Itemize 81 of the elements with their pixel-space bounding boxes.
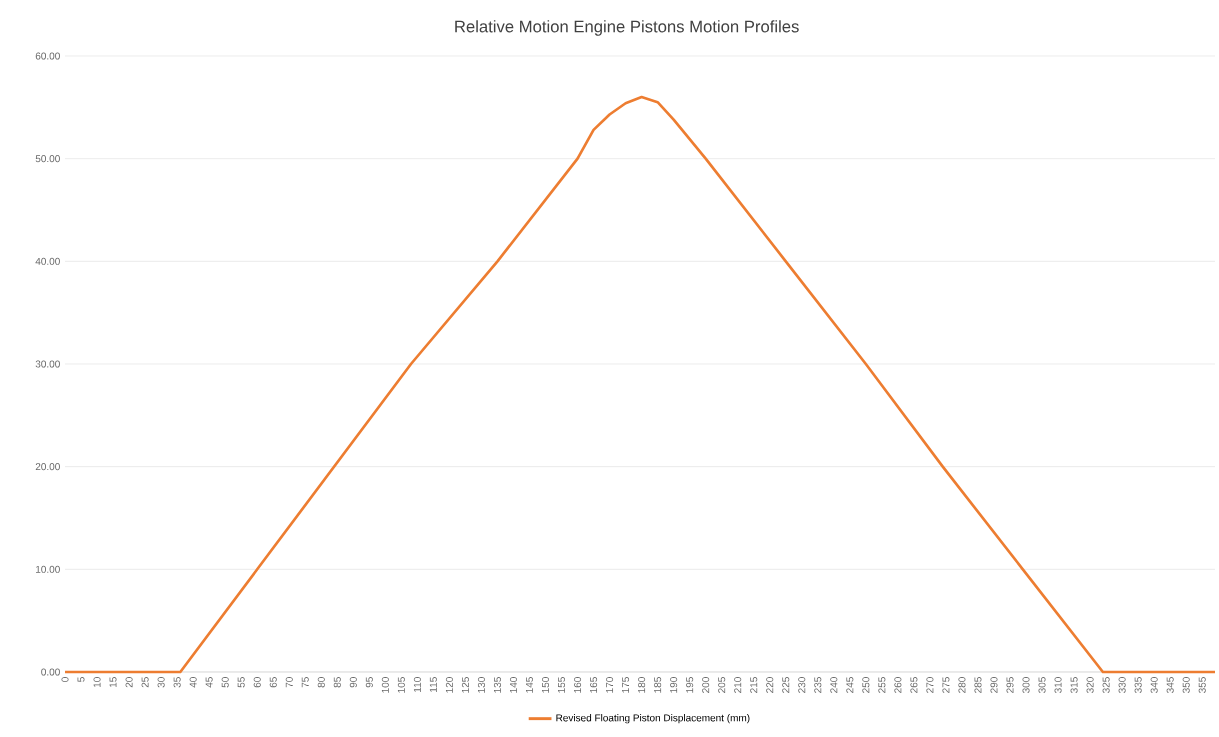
x-tick-label: 295 — [1006, 677, 1014, 693]
x-tick-label: 180 — [638, 677, 646, 693]
x-tick-label: 40 — [189, 677, 197, 688]
x-tick-label: 55 — [237, 677, 245, 688]
x-tick-label: 120 — [445, 677, 453, 693]
y-tick-label: 40.00 — [35, 257, 60, 265]
x-tick-label: 315 — [1070, 677, 1078, 693]
x-tick-label: 275 — [942, 677, 950, 693]
x-tick-label: 320 — [1086, 677, 1094, 693]
x-tick-label: 230 — [798, 677, 806, 693]
x-tick-label: 260 — [894, 677, 902, 693]
x-tick-label: 65 — [269, 677, 277, 688]
x-tick-label: 235 — [814, 677, 822, 693]
x-tick-label: 95 — [365, 677, 373, 688]
x-tick-label: 10 — [93, 677, 101, 688]
x-tick-label: 20 — [125, 677, 133, 688]
x-tick-label: 160 — [574, 677, 582, 693]
x-tick-label: 15 — [109, 677, 117, 688]
x-tick-label: 185 — [654, 677, 662, 693]
x-tick-label: 45 — [205, 677, 213, 688]
x-tick-label: 155 — [558, 677, 566, 693]
x-tick-label: 130 — [477, 677, 485, 693]
x-tick-label: 170 — [606, 677, 614, 693]
x-tick-label: 145 — [526, 677, 533, 693]
x-tick-label: 215 — [750, 677, 758, 693]
x-tick-label: 205 — [718, 677, 726, 693]
x-tick-label: 195 — [686, 677, 694, 693]
x-tick-label: 300 — [1022, 677, 1030, 693]
y-tick-label: 60.00 — [35, 52, 60, 60]
x-tick-label: 140 — [509, 677, 518, 693]
x-tick-label: 0 — [61, 677, 69, 682]
x-tick-label: 265 — [910, 677, 918, 693]
x-tick-label: 85 — [333, 677, 341, 688]
x-tick-label: 110 — [413, 677, 421, 692]
x-tick-label: 280 — [958, 677, 966, 693]
x-tick-label: 190 — [670, 677, 678, 693]
x-tick-label: 210 — [734, 677, 742, 693]
x-tick-label: 350 — [1182, 677, 1190, 693]
x-tick-label: 75 — [301, 677, 309, 688]
y-tick-label: 10.00 — [36, 565, 60, 573]
x-tick-label: 50 — [221, 677, 229, 688]
y-tick-label: 0.00 — [41, 668, 60, 676]
x-tick-label: 165 — [590, 677, 598, 693]
x-tick-label: 150 — [541, 677, 550, 693]
x-tick-label: 200 — [702, 677, 710, 693]
x-tick-label: 355 — [1198, 677, 1206, 693]
y-tick-label: 20.00 — [35, 463, 60, 471]
x-tick-label: 250 — [862, 677, 870, 693]
x-tick-label: 135 — [493, 677, 502, 693]
x-tick-label: 255 — [878, 677, 886, 693]
x-tick-label: 90 — [349, 677, 357, 688]
x-tick-label: 245 — [846, 677, 854, 693]
chart-title: Relative Motion Engine Pistons Motion Profiles — [455, 20, 799, 36]
x-tick-label: 310 — [1054, 677, 1062, 693]
y-tick-label: 50.00 — [35, 155, 60, 163]
x-tick-label: 270 — [926, 677, 934, 693]
x-tick-label: 70 — [285, 677, 293, 688]
x-tick-label: 345 — [1166, 677, 1174, 693]
x-tick-label: 335 — [1134, 677, 1142, 693]
y-tick-label: 30.00 — [35, 360, 60, 368]
x-tick-label: 25 — [141, 677, 149, 688]
x-tick-label: 225 — [782, 677, 790, 693]
x-tick-label: 30 — [157, 677, 165, 688]
x-tick-label: 80 — [317, 677, 325, 688]
x-tick-label: 100 — [381, 677, 389, 693]
x-tick-label: 305 — [1038, 677, 1046, 693]
x-tick-label: 5 — [77, 677, 85, 682]
x-tick-label: 175 — [622, 677, 630, 693]
x-tick-label: 340 — [1150, 677, 1158, 693]
x-tick-label: 125 — [461, 677, 469, 693]
x-tick-label: 60 — [253, 677, 261, 688]
x-tick-label: 115 — [429, 677, 437, 692]
x-tick-label: 105 — [397, 677, 405, 693]
x-tick-label: 330 — [1118, 677, 1126, 693]
x-tick-label: 240 — [830, 677, 838, 693]
x-tick-label: 290 — [990, 677, 998, 693]
x-tick-label: 285 — [974, 677, 982, 693]
x-tick-label: 220 — [766, 677, 774, 693]
x-tick-label: 325 — [1102, 677, 1110, 693]
x-tick-label: 35 — [173, 677, 181, 688]
legend-label: Revised Floating Piston Displacement (mm) — [556, 714, 750, 724]
